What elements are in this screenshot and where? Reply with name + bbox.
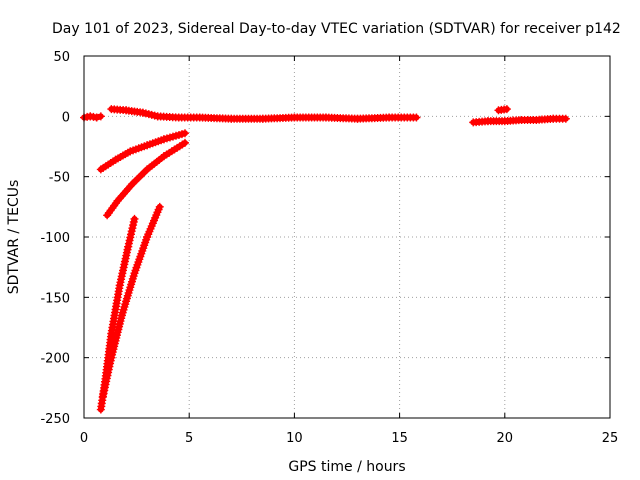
y-axis-label: SDTVAR / TECUs — [6, 180, 22, 295]
y-tick-label: 0 — [62, 110, 70, 125]
x-tick-label: 0 — [80, 431, 88, 446]
data-point — [96, 112, 105, 121]
series-late-band — [469, 114, 570, 127]
series-late-bump — [494, 105, 511, 115]
y-tick-label: 50 — [53, 50, 70, 65]
x-axis-label: GPS time / hours — [288, 459, 405, 475]
plot-frame — [83, 55, 611, 419]
data-point — [502, 105, 511, 114]
series-arc-2 — [103, 138, 189, 220]
data-points — [80, 105, 570, 414]
y-tick-label: -50 — [49, 171, 70, 186]
x-tick-label: 25 — [602, 431, 619, 446]
data-point — [412, 113, 421, 122]
y-tick-label: -200 — [40, 352, 70, 367]
data-point — [155, 202, 164, 211]
y-tick-label: -250 — [40, 412, 70, 427]
series-arc-4 — [98, 202, 164, 401]
x-tick-label: 15 — [391, 431, 408, 446]
x-tick-label: 10 — [286, 431, 303, 446]
data-point — [130, 214, 139, 223]
data-point — [180, 138, 189, 147]
chart-title: Day 101 of 2023, Sidereal Day-to-day VTE… — [52, 21, 621, 37]
data-point — [561, 114, 570, 123]
x-tick-label: 20 — [497, 431, 514, 446]
y-tick-label: -100 — [40, 231, 70, 246]
data-point — [92, 113, 101, 122]
series-arc-1 — [96, 129, 189, 174]
grid — [84, 56, 610, 418]
series-main-band — [107, 105, 421, 123]
data-point — [180, 129, 189, 138]
y-tick-label: -150 — [40, 291, 70, 306]
x-tick-label: 5 — [185, 431, 193, 446]
series-trace — [104, 139, 188, 219]
